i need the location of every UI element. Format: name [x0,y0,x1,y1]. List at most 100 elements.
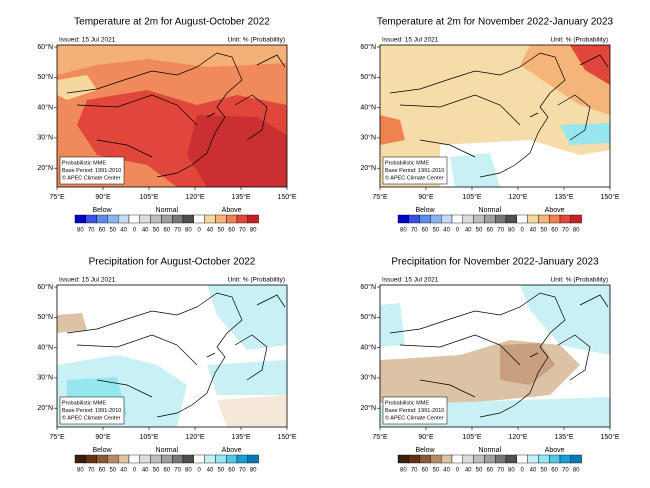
legend-swatch [462,214,474,224]
panel-title: Precipitation for November 2022-January … [391,257,599,268]
lon-label: 75°E [372,433,388,441]
panel-title: Temperature at 2m for August-October 202… [74,17,270,28]
legend-swatch [570,454,582,464]
legend-swatch [225,214,238,224]
legend-heading: Normal [156,207,179,214]
legend-swatch [150,214,162,224]
legend-swatch [397,454,410,464]
legend-swatch [451,214,464,224]
lon-label: 105°E [462,193,481,201]
legend-number: 40 [443,228,450,234]
lon-label: 120°E [185,433,204,441]
legend-swatch [441,454,453,464]
map-panel: Temperature at 2m for November 2022-Janu… [360,17,620,234]
legend-number: 70 [239,468,246,474]
legend-swatch [527,214,539,224]
unit-label: Unit: % (Probability) [551,37,608,44]
legend-number: 60 [99,468,106,474]
map-frame [56,44,288,188]
lat-label: 20°N [37,164,53,172]
lat-label: 40°N [360,343,376,351]
lon-label: 120°E [508,433,527,441]
legend-heading: Above [545,447,565,454]
lon-label: 105°E [462,433,481,441]
legend-heading: Normal [479,207,502,214]
lon-label: 120°E [508,193,527,201]
unit-label: Unit: % (Probability) [228,37,285,44]
legend-swatch [441,214,453,224]
lat-label: 50°N [37,73,53,81]
map-frame [56,284,288,428]
legend-number: 60 [228,468,235,474]
lat-label: 30°N [37,374,53,382]
lat-label: 40°N [37,343,53,351]
legend-number: 40 [465,228,472,234]
legend-number: 80 [250,228,257,234]
legend-swatch [247,454,259,464]
legend-number: 40 [142,228,149,234]
legend-swatch [204,214,216,224]
panel-title: Temperature at 2m for November 2022-Janu… [377,17,614,28]
legend-number: 0 [456,468,460,474]
shaded-region [57,75,97,100]
legend-number: 80 [573,228,580,234]
legend-swatch [107,454,119,464]
inset-text: Probabilistic MME [62,400,106,406]
legend-heading: Below [415,207,435,214]
lon-label: 90°E [418,433,434,441]
unit-label: Unit: % (Probability) [228,277,285,284]
lat-label: 60°N [360,43,376,51]
legend-number: 60 [422,468,429,474]
legend-number: 60 [551,228,558,234]
map-panel: Precipitation for August-October 2022 Iss… [37,257,297,474]
lon-label: 150°E [277,193,296,201]
legend-swatch [225,454,238,464]
lat-label: 40°N [37,103,53,111]
legend-number: 50 [109,468,116,474]
legend-swatch [107,214,119,224]
panel-title: Precipitation for August-October 2022 [89,257,256,268]
shaded-region [207,360,287,395]
legend-swatch [85,214,97,224]
lon-label: 135°E [231,433,250,441]
legend-number: 0 [198,468,202,474]
shaded-region [450,153,500,187]
legend-number: 80 [508,468,515,474]
legend-number: 50 [153,468,160,474]
shaded-region [500,343,555,385]
legend-number: 80 [185,228,192,234]
legend-swatch [495,214,507,224]
legend-heading: Above [222,447,242,454]
legend-heading: Below [92,447,112,454]
legend-swatch [505,454,518,464]
shaded-region [187,115,287,187]
legend-swatch [215,214,227,224]
legend-number: 80 [400,468,407,474]
lat-label: 60°N [37,283,53,291]
lat-label: 50°N [360,73,376,81]
legend-swatch [408,214,420,224]
legend-heading: Above [545,207,565,214]
inset-box [59,396,125,425]
legend-swatch [236,214,249,224]
legend-swatch [473,214,485,224]
issued-date: Issued: 15 Jul 2021 [382,37,439,44]
legend-number: 0 [133,468,137,474]
inset-text: Probabilistic MME [385,160,429,166]
shaded-region [217,395,287,427]
legend-swatch [419,454,431,464]
legend-swatch [182,454,195,464]
legend-number: 80 [573,468,580,474]
lon-label: 90°E [95,433,111,441]
lon-label: 75°E [372,193,388,201]
inset-text: Probabilistic MME [385,400,429,406]
lon-label: 135°E [554,433,573,441]
legend-number: 80 [508,228,515,234]
lat-label: 50°N [360,313,376,321]
legend-swatch [430,214,442,224]
legend-swatch [96,454,108,464]
legend-number: 70 [174,468,181,474]
coastline [389,52,609,178]
legend-number: 60 [486,228,493,234]
legend-swatch [117,214,130,224]
